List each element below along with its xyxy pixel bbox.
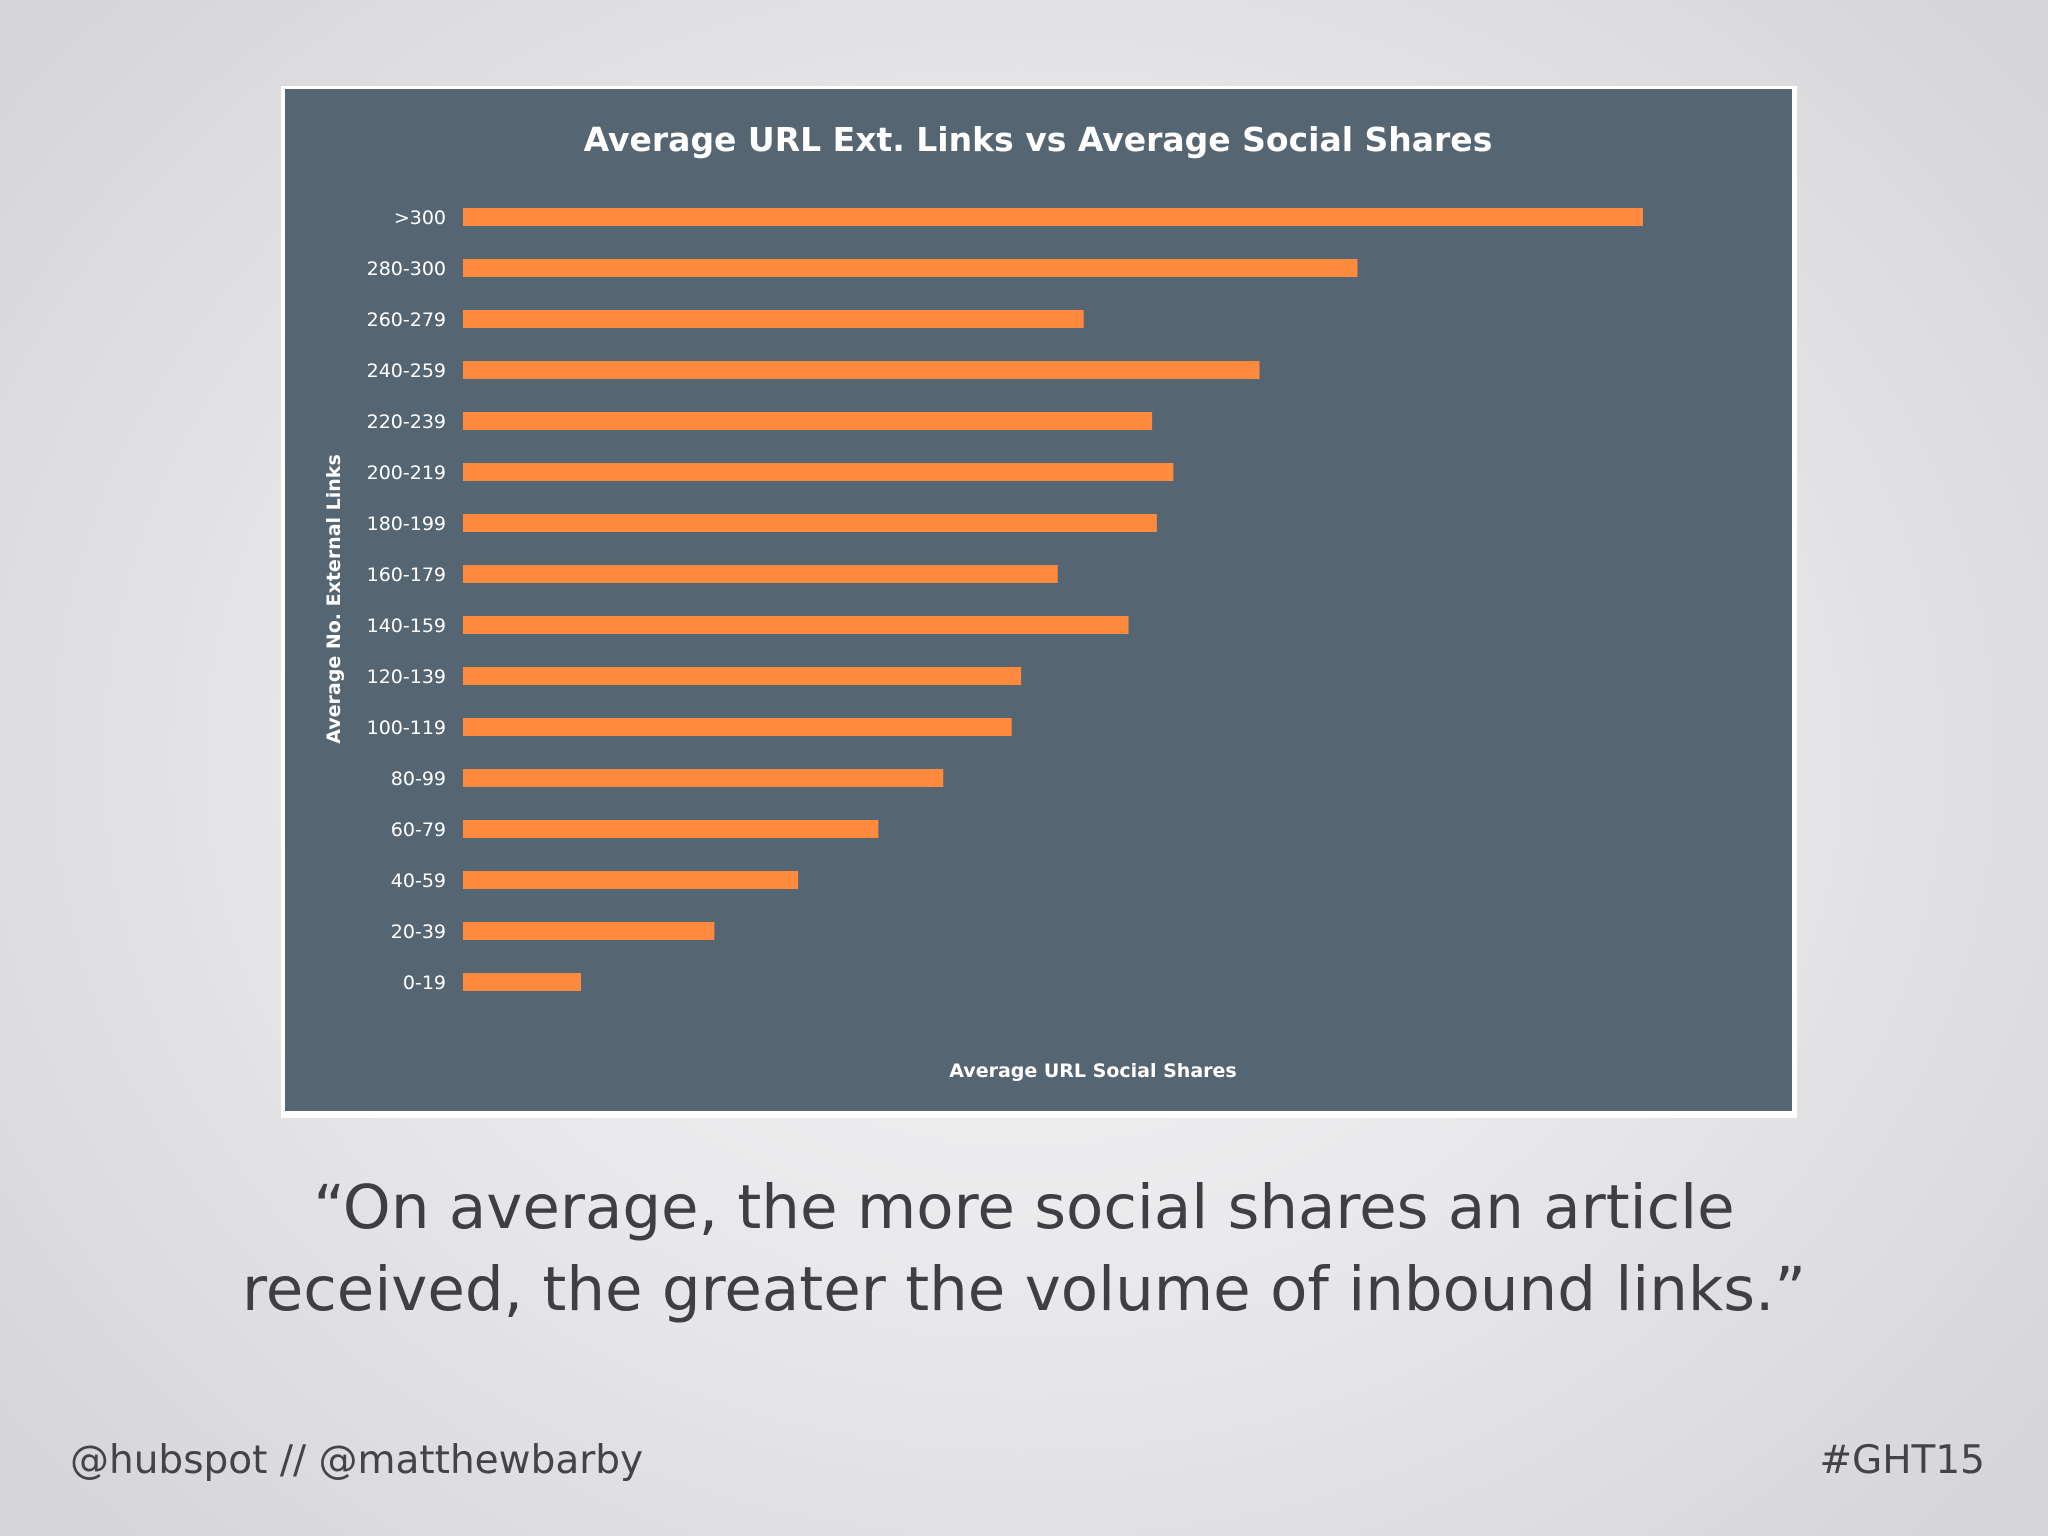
y-tick-label: 160-179 <box>367 564 446 586</box>
bar-40-59 <box>463 871 799 889</box>
bar->300 <box>463 208 1643 226</box>
y-tick-label: 100-119 <box>367 717 446 739</box>
bar-120-139 <box>463 667 1022 685</box>
bar-140-159 <box>463 616 1129 634</box>
footer-hashtag: #GHT15 <box>1819 1438 1985 1483</box>
bar-160-179 <box>463 565 1058 583</box>
bar-180-199 <box>463 514 1157 532</box>
y-tick-label: 260-279 <box>367 309 446 331</box>
y-tick-label: 240-259 <box>367 360 446 382</box>
chart-title: Average URL Ext. Links vs Average Social… <box>584 120 1493 159</box>
footer-handles: @hubspot // @matthewbarby <box>70 1438 644 1483</box>
y-tick-label: >300 <box>394 207 446 229</box>
bar-20-39 <box>463 922 715 940</box>
chart-panel: Average URL Ext. Links vs Average Social… <box>285 89 1792 1111</box>
y-tick-label: 120-139 <box>367 666 446 688</box>
bar-200-219 <box>463 463 1174 481</box>
bar-280-300 <box>463 259 1358 277</box>
bar-260-279 <box>463 310 1084 328</box>
bar-60-79 <box>463 820 879 838</box>
bar-220-239 <box>463 412 1153 430</box>
bar-240-259 <box>463 361 1260 379</box>
y-tick-labels: >300 280-300 260-279 240-259 220-239 200-219 1… <box>367 207 446 994</box>
y-tick-label: 140-159 <box>367 615 446 637</box>
y-tick-label: 200-219 <box>367 462 446 484</box>
bar-chart: Average URL Ext. Links vs Average Social… <box>323 120 1643 1082</box>
quote-line-1: “On average, the more social shares an a… <box>313 1172 1735 1243</box>
y-tick-label: 80-99 <box>391 768 446 790</box>
y-tick-label: 40-59 <box>391 870 446 892</box>
y-tick-label: 280-300 <box>367 258 446 280</box>
y-tick-label: 60-79 <box>391 819 446 841</box>
y-tick-label: 220-239 <box>367 411 446 433</box>
x-axis-label: Average URL Social Shares <box>949 1060 1236 1082</box>
chart-card: Average URL Ext. Links vs Average Social… <box>281 86 1797 1118</box>
y-axis-label: Average No. External Links <box>323 454 345 744</box>
quote-text: “On average, the more social shares an a… <box>184 1167 1864 1331</box>
bar-80-99 <box>463 769 944 787</box>
y-tick-label: 0-19 <box>403 972 446 994</box>
quote-line-2: received, the greater the volume of inbo… <box>242 1254 1806 1325</box>
y-tick-label: 180-199 <box>367 513 446 535</box>
bar-100-119 <box>463 718 1012 736</box>
bar-0-19 <box>463 973 581 991</box>
bars-group <box>463 208 1643 991</box>
y-tick-label: 20-39 <box>391 921 446 943</box>
